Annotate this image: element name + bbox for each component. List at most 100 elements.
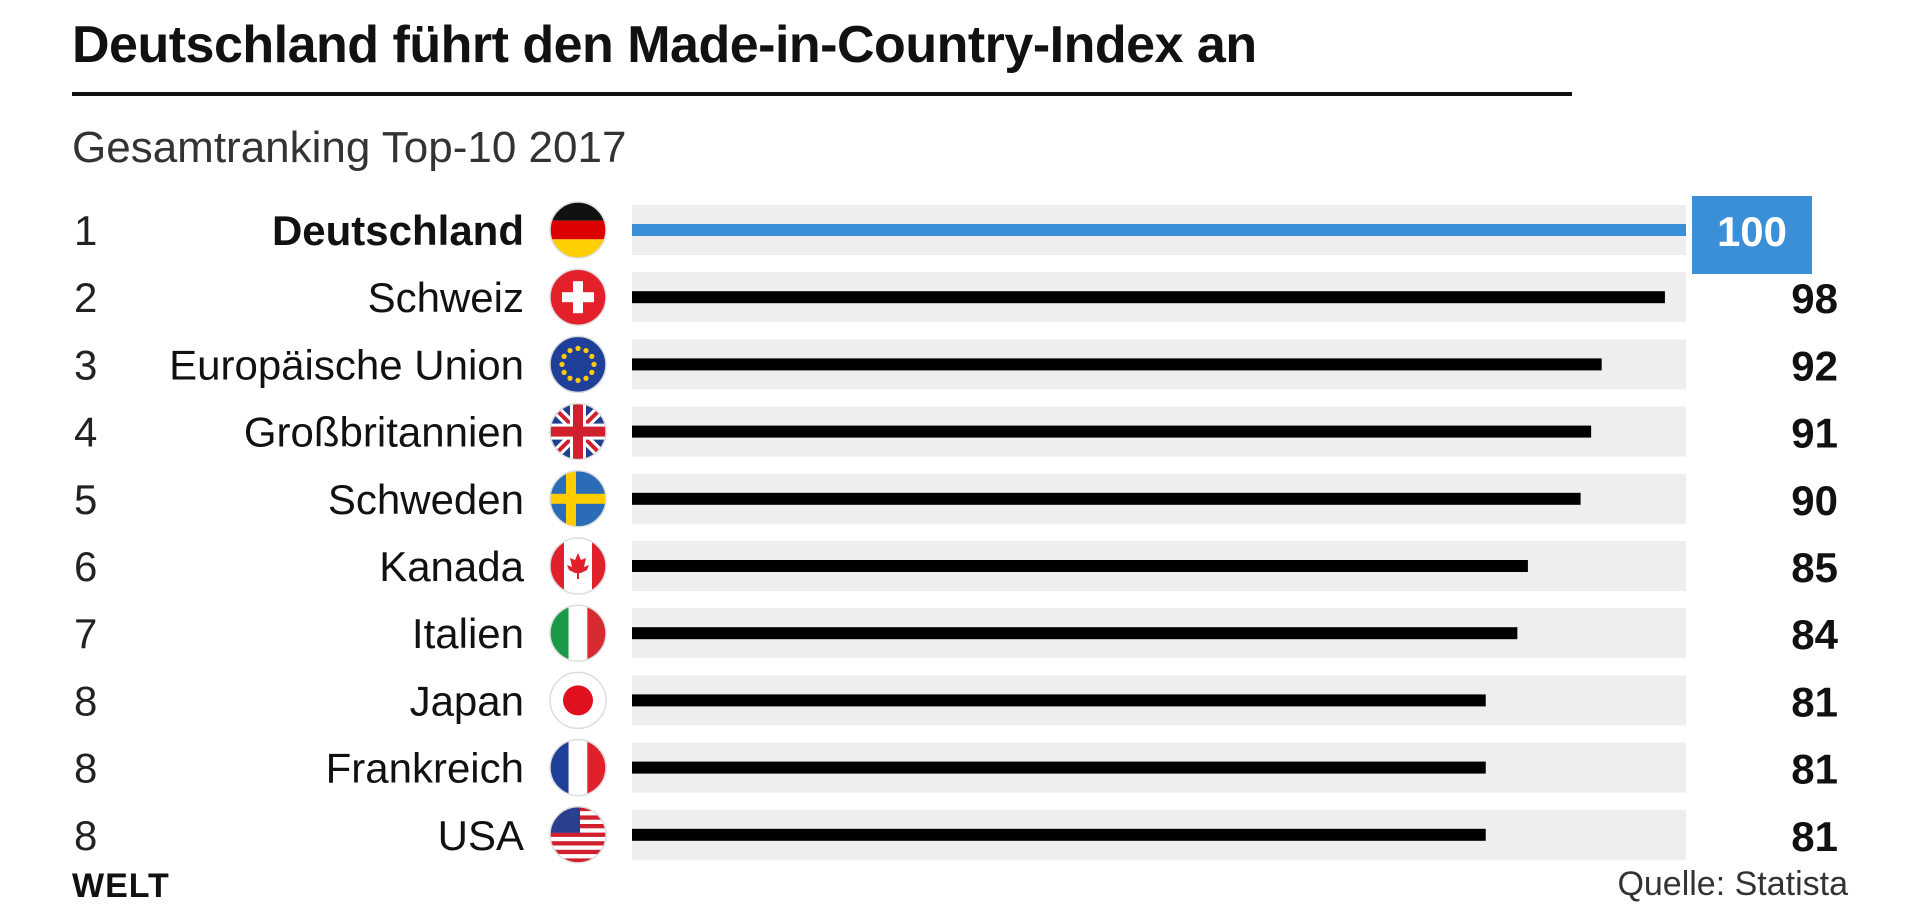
eu-star bbox=[589, 353, 595, 359]
chart-row: 6 Kanada 85 bbox=[74, 537, 1838, 595]
flag-part bbox=[550, 605, 569, 662]
flag-border bbox=[549, 671, 607, 730]
eu-star bbox=[583, 375, 589, 381]
flag-part bbox=[563, 685, 593, 716]
flag-part bbox=[562, 292, 594, 303]
flag-part bbox=[550, 493, 606, 504]
rank-label: 4 bbox=[74, 409, 97, 456]
bar bbox=[632, 560, 1528, 572]
maple-leaf bbox=[567, 553, 589, 579]
rank-label: 7 bbox=[74, 610, 97, 657]
data-label: 81 bbox=[1791, 746, 1838, 793]
bar bbox=[632, 291, 1665, 304]
title-underline bbox=[72, 92, 1572, 96]
chart-row: 8 Japan 81 bbox=[74, 671, 1838, 730]
category-label: Kanada bbox=[379, 543, 524, 590]
category-label: USA bbox=[438, 812, 524, 859]
flag-fill bbox=[550, 672, 606, 729]
source-note: Quelle: Statista bbox=[1617, 865, 1848, 903]
flag-part bbox=[573, 403, 583, 460]
japan-flag-icon bbox=[549, 671, 607, 730]
flag-part bbox=[550, 858, 606, 863]
data-label: 98 bbox=[1791, 275, 1838, 322]
flag-fill bbox=[550, 806, 606, 863]
flag-part bbox=[550, 220, 606, 240]
data-label: 84 bbox=[1791, 611, 1838, 658]
bar bbox=[632, 627, 1518, 640]
france-flag-icon bbox=[549, 738, 607, 797]
germany-flag-icon bbox=[549, 201, 607, 259]
rank-label: 6 bbox=[74, 543, 97, 590]
eu-star bbox=[561, 369, 567, 375]
flag-part bbox=[568, 739, 588, 796]
bar bbox=[632, 828, 1486, 841]
bar bbox=[632, 761, 1486, 774]
flag-part bbox=[550, 239, 606, 258]
data-label: 81 bbox=[1791, 813, 1838, 860]
category-label: Italien bbox=[412, 610, 524, 657]
switzerland-flag-icon bbox=[549, 268, 607, 326]
flag-border bbox=[549, 201, 607, 259]
eu-star bbox=[589, 369, 595, 375]
sweden-flag-icon bbox=[549, 470, 607, 528]
bar bbox=[632, 358, 1602, 371]
flag-border bbox=[549, 335, 607, 394]
flag-border bbox=[549, 537, 607, 595]
flag-border bbox=[549, 268, 607, 326]
eu-star bbox=[583, 347, 589, 354]
category-label: Frankreich bbox=[326, 745, 524, 792]
flag-part bbox=[550, 202, 606, 221]
flag-fill bbox=[550, 269, 606, 326]
bar bbox=[632, 694, 1486, 707]
chart-row: 8 USA 81 bbox=[74, 806, 1838, 864]
flag-fill bbox=[550, 605, 606, 662]
data-label: 100 bbox=[1717, 208, 1787, 255]
eu-star bbox=[561, 353, 567, 359]
canada-flag-icon bbox=[549, 537, 607, 595]
flag-fill bbox=[550, 739, 606, 796]
flag-border bbox=[549, 470, 607, 528]
eu-star bbox=[559, 361, 565, 367]
category-label: Deutschland bbox=[272, 207, 524, 254]
rank-label: 3 bbox=[74, 341, 97, 388]
rank-label: 8 bbox=[74, 677, 97, 724]
flag-part bbox=[550, 336, 606, 393]
data-label: 91 bbox=[1791, 410, 1838, 457]
flag-border bbox=[549, 738, 607, 797]
flag-part bbox=[587, 739, 606, 796]
rank-label: 2 bbox=[74, 274, 97, 321]
flag-part bbox=[587, 605, 606, 662]
flag-fill bbox=[550, 538, 606, 594]
flag-border bbox=[549, 402, 607, 461]
eu-star bbox=[567, 347, 573, 354]
bar bbox=[632, 492, 1581, 505]
value-highlight-box bbox=[1692, 196, 1812, 274]
uk-flag-icon bbox=[549, 402, 607, 461]
chart-row: 8 Frankreich 81 bbox=[74, 738, 1838, 797]
flag-part bbox=[566, 470, 576, 527]
chart-row: 7 Italien 84 bbox=[74, 604, 1839, 662]
usa-flag-icon bbox=[549, 806, 607, 864]
flag-part bbox=[550, 849, 606, 855]
chart-title: Deutschland führt den Made-in-Country-In… bbox=[72, 16, 1257, 74]
category-label: Schweiz bbox=[368, 274, 524, 321]
eu-flag-icon bbox=[549, 335, 607, 394]
eu-star bbox=[575, 377, 581, 383]
data-label: 85 bbox=[1791, 544, 1838, 591]
category-label: Japan bbox=[410, 677, 524, 724]
flag-part bbox=[550, 841, 606, 846]
flag-fill bbox=[550, 336, 606, 393]
chart-row: 2 Schweiz 98 bbox=[74, 268, 1838, 326]
bar bbox=[632, 425, 1592, 438]
italy-flag-icon bbox=[549, 604, 607, 662]
flag-border bbox=[549, 806, 607, 864]
rank-label: 8 bbox=[74, 812, 97, 859]
data-label: 90 bbox=[1791, 477, 1838, 524]
category-label: Europäische Union bbox=[169, 341, 524, 388]
chart-row: 1 Deutschland 100 bbox=[74, 196, 1812, 274]
chart-row: 4 Großbritannien 91 bbox=[74, 402, 1838, 461]
flag-border bbox=[549, 604, 607, 662]
flag-fill bbox=[550, 470, 606, 527]
eu-star bbox=[575, 345, 581, 351]
